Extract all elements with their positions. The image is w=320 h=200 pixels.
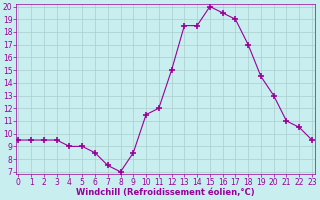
- X-axis label: Windchill (Refroidissement éolien,°C): Windchill (Refroidissement éolien,°C): [76, 188, 254, 197]
